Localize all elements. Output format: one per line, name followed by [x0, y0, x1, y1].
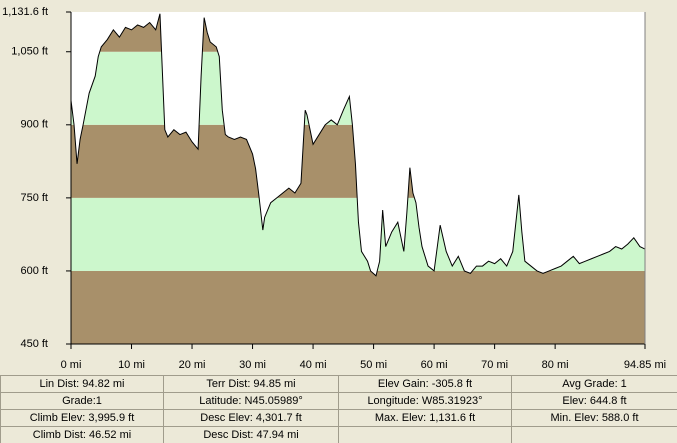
stats-cell: Grade:1	[0, 392, 164, 410]
stats-cell: Min. Elev: 588.0 ft	[511, 409, 677, 427]
y-tick-label: 600 ft	[20, 265, 48, 277]
x-tick-label: 94.85 mi	[624, 359, 666, 371]
x-tick-label: 80 mi	[542, 359, 569, 371]
stats-row: Grade:1 Latitude: N45.05989° Longitude: W8…	[0, 392, 677, 410]
y-tick-label: 900 ft	[20, 119, 48, 131]
x-tick-label: 50 mi	[360, 359, 387, 371]
chart: 450 ft 600 ft 750 ft 900 ft 1,050 ft 1,131.6 …	[2, 6, 666, 371]
stats-cell: Climb Dist: 46.52 mi	[0, 426, 164, 443]
stats-row: Climb Dist: 46.52 mi Desc Dist: 47.94 mi	[0, 426, 677, 443]
y-tick-label: 450 ft	[20, 338, 48, 350]
stats-row: Lin Dist: 94.82 mi Terr Dist: 94.85 mi Ele…	[0, 375, 677, 393]
x-tick-label: 10 mi	[118, 359, 145, 371]
stats-cell: Avg Grade: 1	[511, 375, 677, 393]
stats-table: Lin Dist: 94.82 mi Terr Dist: 94.85 mi Ele…	[0, 375, 677, 443]
stats-cell: Max. Elev: 1,131.6 ft	[338, 409, 512, 427]
stats-cell: Desc Elev: 4,301.7 ft	[163, 409, 339, 427]
profile-line	[70, 13, 646, 277]
stats-cell	[511, 426, 677, 443]
stats-cell: Elev: 644.8 ft	[511, 392, 677, 410]
stats-cell: Desc Dist: 47.94 mi	[163, 426, 339, 443]
stats-cell	[338, 426, 512, 443]
stats-row: Climb Elev: 3,995.9 ft Desc Elev: 4,301.7…	[0, 409, 677, 427]
x-tick-label: 0 mi	[61, 359, 82, 371]
stats-cell: Climb Elev: 3,995.9 ft	[0, 409, 164, 427]
x-tick-label: 60 mi	[421, 359, 448, 371]
stats-cell: Terr Dist: 94.85 mi	[163, 375, 339, 393]
x-tick-label: 70 mi	[481, 359, 508, 371]
stats-cell: Latitude: N45.05989°	[163, 392, 339, 410]
elevation-band	[71, 270, 645, 344]
stats-cell: Longitude: W85.31923°	[338, 392, 512, 410]
stats-cell: Elev Gain: -305.8 ft	[338, 375, 512, 393]
x-tick-label: 20 mi	[179, 359, 206, 371]
x-tick-label: 30 mi	[239, 359, 266, 371]
x-tick-label: 40 mi	[300, 359, 327, 371]
y-tick-label: 1,050 ft	[11, 46, 48, 58]
y-tick-label: 1,131.6 ft	[2, 6, 48, 18]
stats-cell: Lin Dist: 94.82 mi	[0, 375, 164, 393]
y-tick-label: 750 ft	[20, 192, 48, 204]
